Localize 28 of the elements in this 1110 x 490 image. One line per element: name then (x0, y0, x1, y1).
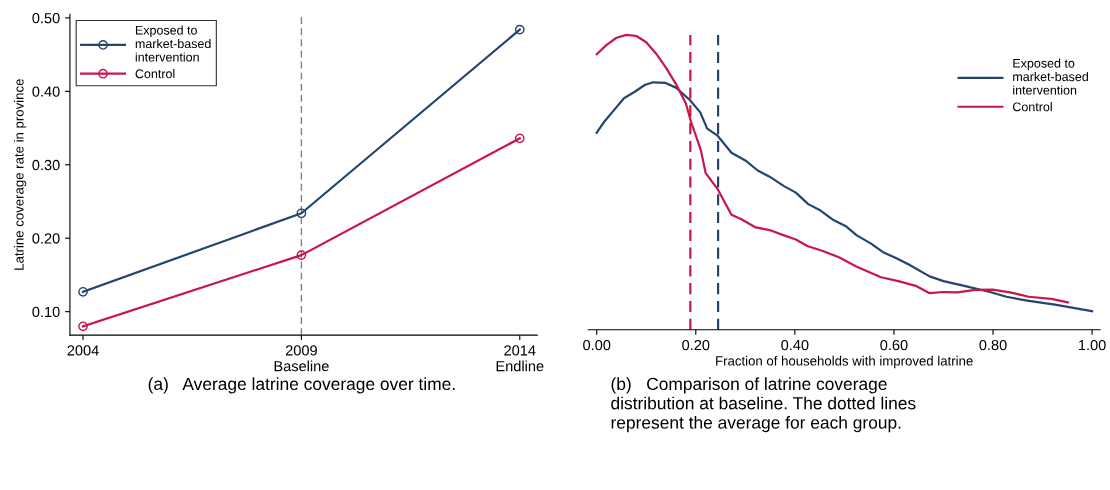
x-tick-label: 0.60 (880, 339, 908, 351)
point (296, 208, 307, 219)
x-tick-label: 0.80 (979, 339, 1007, 351)
text: (b) Comparison of latrine coverage distribution at baseline. The dotted lines represent the average for each group. (611, 377, 916, 433)
point (78, 286, 88, 297)
x-tick-label: 1.00 (1079, 339, 1106, 351)
text: (a) Average latrine coverage over time. (148, 377, 455, 394)
legend-label: Exposed to market-based intervention (135, 25, 211, 62)
legend-label: Control (135, 69, 175, 79)
y-axis-title: Latrine coverage rate in province (13, 79, 27, 270)
y-tick-label: 0.10 (32, 306, 60, 318)
point (78, 321, 88, 332)
x-axis-title: Fraction of households with improved latrine (716, 355, 973, 369)
x-tick-label: 0.20 (682, 339, 710, 351)
y-tick-label: 0.40 (32, 86, 60, 97)
point (514, 133, 525, 144)
legend-label: Exposed to market-based intervention (1013, 58, 1088, 95)
point (514, 24, 525, 35)
y-tick-label: 0.20 (32, 233, 60, 244)
point (296, 250, 307, 260)
x-tick-label: 2009 Baseline (274, 345, 329, 372)
x-tick-label: 2014 Endline (496, 345, 544, 372)
y-tick-label: 0.30 (32, 159, 60, 171)
x-tick-label: 0.40 (781, 339, 809, 351)
y-tick-label: 0.50 (32, 12, 60, 24)
x-tick-label: 2004 (67, 345, 99, 356)
x-tick-label: 0.00 (583, 339, 611, 351)
legend-label: Control (1012, 102, 1052, 112)
